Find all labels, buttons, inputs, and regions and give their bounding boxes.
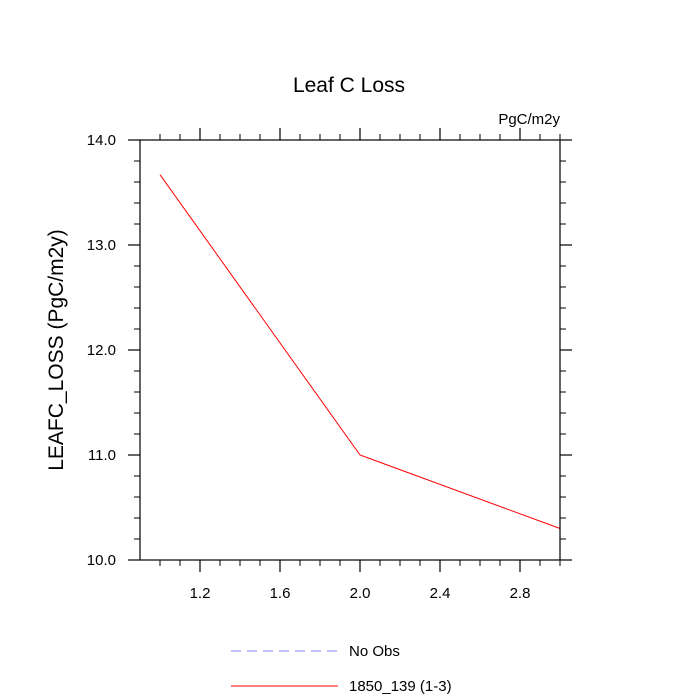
y-tick-label: 14.0 (87, 132, 116, 149)
plot-frame (139, 139, 561, 561)
legend-label: 1850_139 (1-3) (349, 678, 452, 695)
x-tick-label: 1.2 (190, 585, 211, 602)
x-tick-label: 2.8 (510, 585, 531, 602)
units-label: PgC/m2y (498, 111, 560, 128)
chart-title: Leaf C Loss (293, 74, 405, 97)
tick-labels: 1.2 1.6 2.0 2.4 2.8 10.0 11.0 12.0 13.0 14.0 (87, 132, 531, 602)
plot-area (159, 174, 561, 529)
tick-marks (128, 128, 572, 572)
x-tick-label: 2.4 (430, 585, 451, 602)
y-tick-label: 11.0 (88, 447, 116, 464)
y-tick-label: 10.0 (87, 552, 116, 569)
y-tick-label: 13.0 (87, 237, 116, 254)
x-tick-label: 1.6 (270, 585, 291, 602)
legend-label: No Obs (349, 643, 400, 660)
legend: No Obs 1850_139 (1-3) (231, 643, 452, 695)
x-tick-label: 2.0 (350, 585, 371, 602)
y-axis-label: LEAFC_LOSS (PgC/m2y) (45, 229, 68, 471)
series-line (159, 174, 561, 529)
y-tick-label: 12.0 (87, 342, 116, 359)
